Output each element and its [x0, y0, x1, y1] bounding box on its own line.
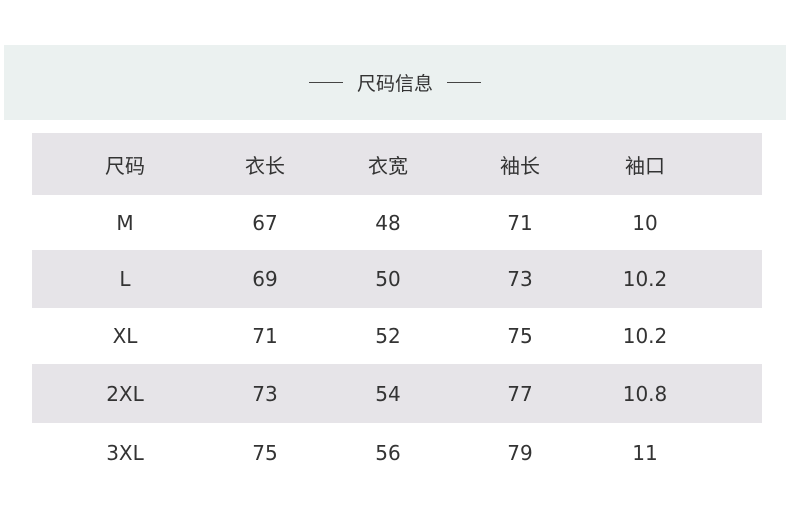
table-cell: 67 [252, 210, 278, 235]
header-cell: 袖长 [500, 153, 540, 178]
table-row: M 67 48 71 10 [32, 195, 762, 250]
header-row: 尺码 衣长 衣宽 袖长 袖口 [32, 133, 762, 195]
title-band: 尺码信息 [4, 45, 786, 120]
table-cell: 50 [375, 267, 401, 291]
table-cell: 79 [507, 440, 533, 465]
table-cell: 10.2 [622, 324, 668, 348]
table-cell: 54 [375, 381, 401, 406]
table-cell: M [116, 210, 134, 235]
section-title: 尺码信息 [308, 69, 481, 96]
table-cell: 52 [375, 324, 401, 348]
table-row: 2XL 73 54 77 10.8 [32, 364, 762, 423]
header-cell: 袖口 [625, 153, 665, 178]
table-row: L 69 50 73 10.2 [32, 250, 762, 308]
table-cell: 10 [632, 210, 658, 235]
table-cell: 75 [507, 324, 533, 348]
table-cell: 48 [375, 210, 401, 235]
table-cell: 56 [375, 440, 401, 465]
header-cell: 衣宽 [368, 153, 408, 178]
divider-right [447, 82, 481, 83]
table-cell: 73 [252, 381, 278, 406]
table-cell: 71 [507, 210, 533, 235]
header-cell: 衣长 [245, 153, 285, 178]
table-cell: 77 [507, 381, 533, 406]
table-row: 3XL 75 56 79 11 [32, 423, 762, 482]
table-cell: 69 [252, 267, 278, 291]
table-cell: 11 [632, 440, 658, 465]
table-cell: 10.8 [622, 381, 668, 406]
header-cell: 尺码 [105, 153, 145, 178]
table-cell: L [119, 267, 131, 291]
table-cell: XL [112, 324, 138, 348]
divider-left [308, 82, 343, 83]
table-cell: 2XL [106, 381, 144, 406]
title-text: 尺码信息 [356, 73, 433, 95]
table-cell: 10.2 [622, 267, 668, 291]
table-cell: 73 [507, 267, 533, 291]
size-table: 尺码 衣长 衣宽 袖长 袖口 M 67 48 71 10 L 69 50 73 10.2 XL 71 52 75 10… [32, 133, 762, 482]
table-cell: 75 [252, 440, 278, 465]
table-cell: 3XL [106, 440, 144, 465]
table-row: XL 71 52 75 10.2 [32, 308, 762, 364]
table-cell: 71 [252, 324, 278, 348]
